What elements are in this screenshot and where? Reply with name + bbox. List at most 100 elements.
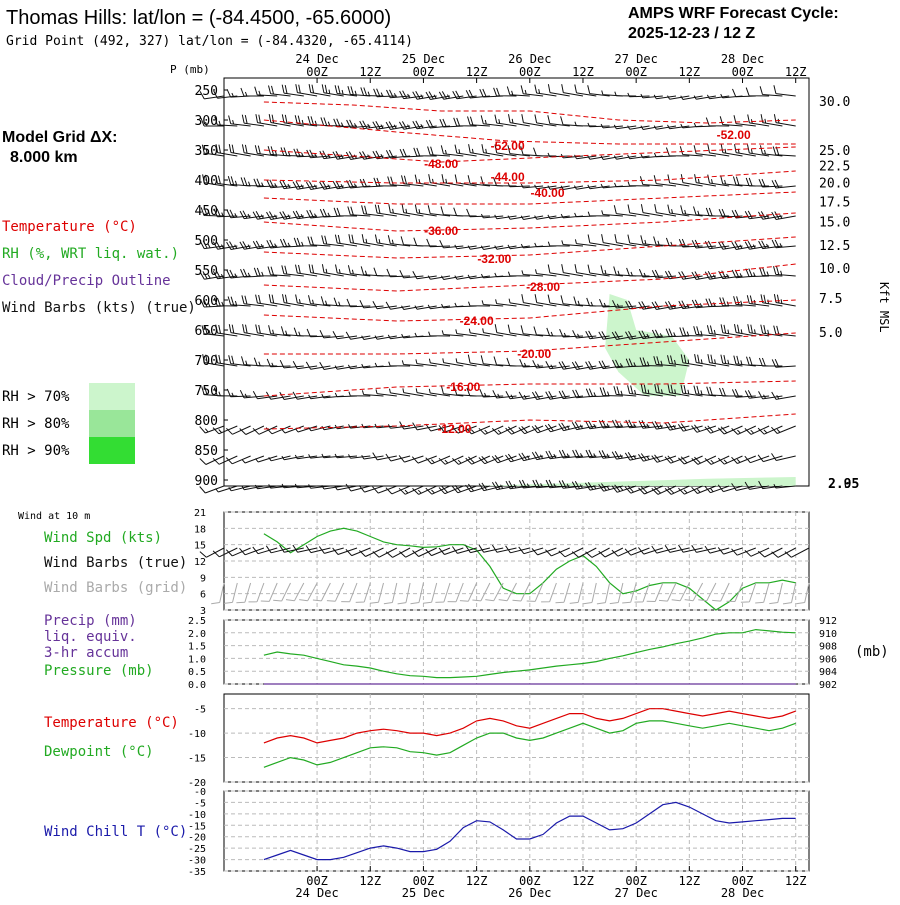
upper-wind-barb xyxy=(531,391,557,400)
upper-wind-barb xyxy=(454,244,477,250)
upper-wind-barb xyxy=(387,334,411,340)
upper-wind-barb xyxy=(627,385,650,397)
upper-wind-barb xyxy=(361,205,384,217)
upper-wind-barb xyxy=(452,90,477,100)
upper-wind-barb xyxy=(614,234,637,247)
upper-wind-barb xyxy=(413,147,437,157)
upper-wind-barb xyxy=(494,245,517,250)
top-hour-label: 00Z xyxy=(732,65,754,79)
upper-wind-barb xyxy=(266,211,291,220)
upper-wind-barb xyxy=(385,485,411,495)
upper-wind-barb xyxy=(401,204,424,217)
upper-wind-barb xyxy=(640,93,663,99)
top-day-label: 28 Dec xyxy=(721,52,764,66)
upper-wind-barb xyxy=(386,268,411,278)
upper-wind-barb xyxy=(518,425,544,435)
height-tick-label: 7.5 xyxy=(819,292,842,307)
upper-wind-barb xyxy=(547,84,570,97)
isotherm-label: -40.00 xyxy=(531,186,565,200)
upper-wind-barb xyxy=(693,326,716,337)
upper-wind-barb xyxy=(627,154,650,160)
upper-wind-barb xyxy=(600,123,623,129)
upper-wind-barb xyxy=(665,147,690,157)
precip-label: Precip (mm) xyxy=(44,613,137,629)
surface-wind-barb xyxy=(252,546,278,555)
upper-wind-barb xyxy=(321,453,344,459)
pressure-tick-label: 900 xyxy=(195,474,218,489)
upper-wind-barb xyxy=(733,355,756,367)
upper-wind-barb xyxy=(707,144,730,157)
upper-wind-barb xyxy=(467,354,490,367)
grid-wind-barb xyxy=(211,582,225,605)
upper-wind-barb xyxy=(573,185,597,190)
grid-wind-barb xyxy=(369,582,384,604)
upper-wind-barb xyxy=(744,210,770,220)
isotherm-line xyxy=(263,380,796,397)
upper-wind-barb xyxy=(385,121,411,130)
upper-wind-barb xyxy=(480,213,504,219)
upper-wind-barb xyxy=(425,423,451,432)
upper-wind-barb xyxy=(640,235,663,247)
upper-wind-barb xyxy=(613,386,637,397)
upper-wind-barb xyxy=(454,275,477,280)
upper-wind-barb xyxy=(587,211,610,217)
upper-wind-barb xyxy=(373,177,397,187)
upper-wind-barb xyxy=(546,327,570,337)
upper-wind-barb xyxy=(226,209,251,219)
upper-wind-barb xyxy=(428,331,451,337)
upper-wind-barb xyxy=(412,422,437,431)
isotherm-label: -20.00 xyxy=(517,347,551,361)
surface-wind-barb xyxy=(372,547,398,558)
upper-wind-barb xyxy=(678,485,703,495)
upper-wind-barb xyxy=(252,240,278,250)
upper-wind-barb xyxy=(598,483,624,492)
grid-wind-barb xyxy=(383,582,398,605)
pressure-tick-label: 700 xyxy=(195,354,218,369)
upper-wind-barb xyxy=(360,87,384,97)
upper-wind-barb xyxy=(745,177,770,187)
upper-wind-barb xyxy=(585,449,610,459)
upper-wind-barb xyxy=(226,241,251,250)
upper-wind-barb xyxy=(759,267,783,277)
upper-wind-barb xyxy=(440,145,464,157)
upper-wind-barb xyxy=(638,330,663,340)
upper-wind-barb xyxy=(586,297,610,307)
isotherm-line xyxy=(263,299,796,322)
upper-wind-barb xyxy=(733,296,756,307)
upper-wind-barb xyxy=(427,304,451,310)
upper-wind-barb xyxy=(771,391,796,400)
upper-wind-barb xyxy=(402,388,424,397)
upper-wind-barb xyxy=(374,335,397,340)
upper-wind-barb xyxy=(532,479,557,489)
grid-wind-barb xyxy=(326,582,345,602)
upper-wind-barb xyxy=(240,177,264,187)
upper-wind-barb xyxy=(201,325,225,337)
upper-wind-barb xyxy=(612,300,637,309)
height-tick-label: 12.5 xyxy=(819,239,850,254)
isotherm-line xyxy=(263,236,796,259)
upper-wind-barb xyxy=(282,294,304,307)
upper-wind-barb xyxy=(651,301,677,310)
precip-tick-label: 0.0 xyxy=(188,680,206,691)
upper-wind-barb xyxy=(572,449,597,459)
upper-wind-barb xyxy=(199,91,225,100)
grid-wind-barb xyxy=(796,582,810,605)
surface-wind-barb xyxy=(638,547,663,555)
wind-tick-label: 9 xyxy=(200,573,206,584)
upper-wind-barb xyxy=(375,389,397,397)
upper-wind-barb xyxy=(598,360,623,370)
temperature-tick-label: -20 xyxy=(188,778,206,789)
upper-wind-barb xyxy=(253,357,278,367)
upper-wind-barb xyxy=(279,211,304,220)
grid-wind-barb xyxy=(397,582,411,605)
upper-wind-barb xyxy=(478,455,504,465)
upper-wind-barb xyxy=(215,144,238,157)
wind-tick-label: 12 xyxy=(194,557,206,568)
isotherm-line xyxy=(263,170,796,184)
windchill-tick-label: -0 xyxy=(194,787,206,798)
height-tick-label: 5.0 xyxy=(819,326,842,341)
upper-wind-barb xyxy=(614,91,637,97)
grid-wind-barb xyxy=(236,582,252,604)
upper-wind-barb xyxy=(678,271,703,280)
upper-wind-barb xyxy=(467,116,490,127)
